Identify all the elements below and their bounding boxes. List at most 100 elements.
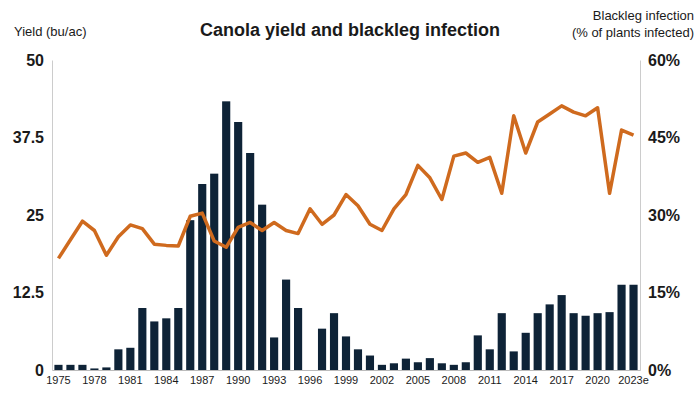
tick: 2020 (585, 370, 609, 386)
y2-axis-title-line: Blackleg infection (593, 8, 694, 23)
bar (162, 318, 170, 370)
bar (438, 363, 446, 370)
bar (54, 365, 62, 370)
tick: 12.5 (13, 284, 52, 301)
bar (318, 329, 326, 370)
bar (66, 365, 74, 370)
bar (366, 356, 374, 370)
bar (426, 358, 434, 370)
tick-label: 2023e (618, 374, 649, 386)
x-axis: 1975 1978 1981 1984 1987 1990 1993 1996 1999 2002… (46, 370, 649, 386)
tick: 1987 (190, 370, 214, 386)
bar (522, 333, 530, 370)
bar (558, 295, 566, 370)
bar (354, 349, 362, 370)
line (58, 106, 633, 259)
bar (594, 313, 602, 370)
tick-label: 15% (648, 284, 680, 301)
tick-label: 37.5 (13, 129, 44, 146)
bar (78, 365, 86, 370)
y2-axis-title: Blackleg infection (% of plants infected) (572, 8, 694, 40)
y-axis-title: Yield (bu/ac) (14, 24, 87, 39)
bar (617, 285, 625, 370)
tick: 60% (640, 52, 680, 69)
bar (378, 365, 386, 370)
bar (605, 312, 613, 370)
bar (450, 365, 458, 370)
axis-line (52, 61, 53, 371)
tick: 2023e (618, 370, 649, 386)
bar (534, 313, 542, 370)
tick: 1996 (298, 370, 322, 386)
bar (246, 153, 254, 370)
bar (102, 367, 110, 370)
tick-label: 2008 (442, 374, 466, 386)
tick: 1978 (82, 370, 106, 386)
bar (294, 308, 302, 370)
y2-axis-title-line: (% of plants infected) (572, 25, 694, 40)
tick-label: 1999 (334, 374, 358, 386)
bars (54, 101, 637, 370)
tick: 30% (640, 207, 680, 224)
chart: 012.52537.5500%15%30%45%60%1975197819811… (0, 0, 700, 400)
bar (210, 174, 218, 370)
tick-label: 1975 (46, 374, 70, 386)
tick-label: 1987 (190, 374, 214, 386)
bar (510, 351, 518, 370)
bar (462, 362, 470, 370)
bar (114, 349, 122, 370)
tick-label: 2002 (370, 374, 394, 386)
tick-label: 1981 (118, 374, 142, 386)
bar (342, 336, 350, 370)
bar (629, 285, 637, 370)
bar (390, 363, 398, 370)
tick: 45% (640, 129, 680, 146)
tick: 1990 (226, 370, 250, 386)
bar (174, 308, 182, 370)
title: Canola yield and blackleg infection (200, 20, 500, 40)
bar (498, 313, 506, 370)
bar (414, 362, 422, 370)
tick-label: 1984 (154, 374, 178, 386)
bar (474, 335, 482, 370)
tick-label: 2005 (406, 374, 430, 386)
tick: 2005 (406, 370, 430, 386)
tick: 2014 (513, 370, 537, 386)
y2-axis: 0%15%30%45%60% (640, 52, 680, 379)
tick: 25 (26, 207, 52, 224)
tick: 50 (26, 52, 52, 69)
tick-label: 50 (26, 52, 44, 69)
tick-label: 1993 (262, 374, 286, 386)
y-axis: 0 12.5 25 37.5 50 (13, 52, 53, 379)
bar (582, 316, 590, 370)
tick-label: 1990 (226, 374, 250, 386)
tick-label: 2014 (513, 374, 537, 386)
tick: 2008 (442, 370, 466, 386)
tick-label: 30% (648, 207, 680, 224)
tick-label: 1996 (298, 374, 322, 386)
tick-label: 2020 (585, 374, 609, 386)
axis-line (640, 61, 641, 371)
bar (234, 122, 242, 370)
tick-label: 2017 (549, 374, 573, 386)
tick-label: 2011 (478, 374, 502, 386)
bar (270, 337, 278, 370)
tick-label: 45% (648, 129, 680, 146)
tick: 2011 (478, 370, 502, 386)
tick: 1981 (118, 370, 142, 386)
tick-label: 0 (35, 362, 44, 379)
tick: 1993 (262, 370, 286, 386)
bar (546, 304, 554, 370)
bar (186, 220, 194, 370)
bar (306, 370, 314, 371)
bar (222, 101, 230, 370)
bar (486, 349, 494, 370)
tick: 2002 (370, 370, 394, 386)
tick-label: 60% (648, 52, 680, 69)
tick: 1999 (334, 370, 358, 386)
tick: 1975 (46, 370, 70, 386)
bar (402, 359, 410, 370)
bar (150, 321, 158, 370)
tick: 1984 (154, 370, 178, 386)
plot-area (54, 101, 637, 370)
